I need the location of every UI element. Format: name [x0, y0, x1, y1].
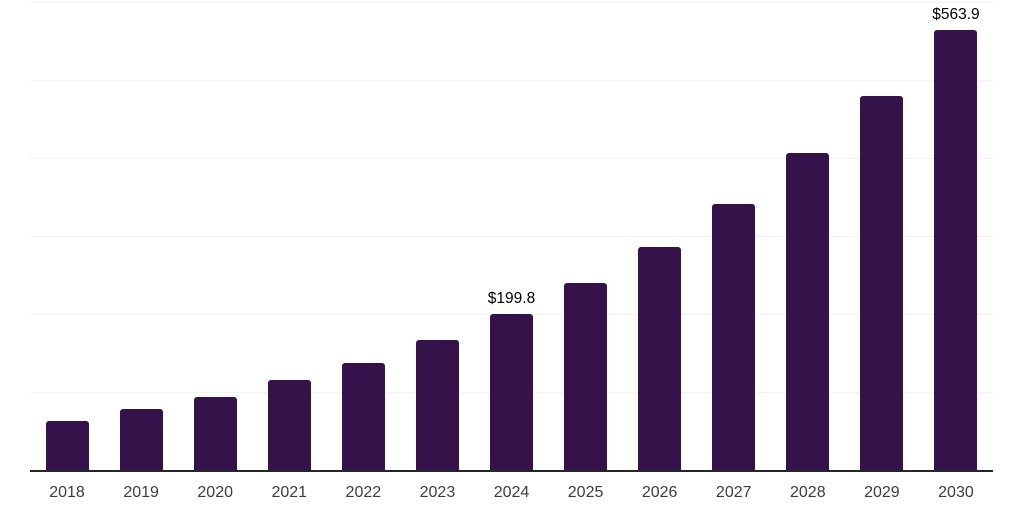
value-label-2024: $199.8	[487, 290, 536, 308]
gridline-300	[30, 236, 993, 237]
x-tick-label-2028: 2028	[790, 484, 826, 501]
gridline-400	[30, 158, 993, 159]
bar-2030	[934, 30, 978, 470]
x-tick-label-2029: 2029	[864, 484, 900, 501]
x-tick-label-2022: 2022	[345, 484, 382, 501]
value-label-2030: $563.9	[932, 6, 980, 24]
x-tick-label-2030: 2030	[938, 484, 974, 501]
bar-2027	[712, 204, 756, 470]
x-tick-label-2021: 2021	[271, 484, 308, 501]
gridline-600	[30, 2, 993, 3]
x-tick-label-2023: 2023	[419, 484, 456, 501]
bar-2022	[341, 362, 385, 470]
x-tick-label-2019: 2019	[123, 484, 159, 501]
bar-2026	[638, 246, 682, 470]
bar-2029	[860, 96, 904, 470]
bar-2028	[786, 153, 830, 470]
bar-2020	[193, 396, 237, 470]
x-tick-label-2018: 2018	[49, 484, 85, 501]
gridline-500	[30, 80, 993, 81]
bar-2024	[490, 314, 533, 470]
bar-2019	[119, 409, 163, 470]
x-tick-label-2027: 2027	[715, 484, 752, 501]
x-tick-label-2025: 2025	[567, 484, 604, 501]
x-axis-line	[30, 470, 993, 472]
x-tick-label-2024: 2024	[493, 484, 530, 501]
x-tick-label-2026: 2026	[641, 484, 678, 501]
x-tick-label-2020: 2020	[197, 484, 233, 501]
bar-2021	[267, 379, 311, 470]
bar-2025	[564, 282, 608, 470]
bar-2023	[415, 339, 459, 470]
bar-2018	[45, 420, 89, 470]
